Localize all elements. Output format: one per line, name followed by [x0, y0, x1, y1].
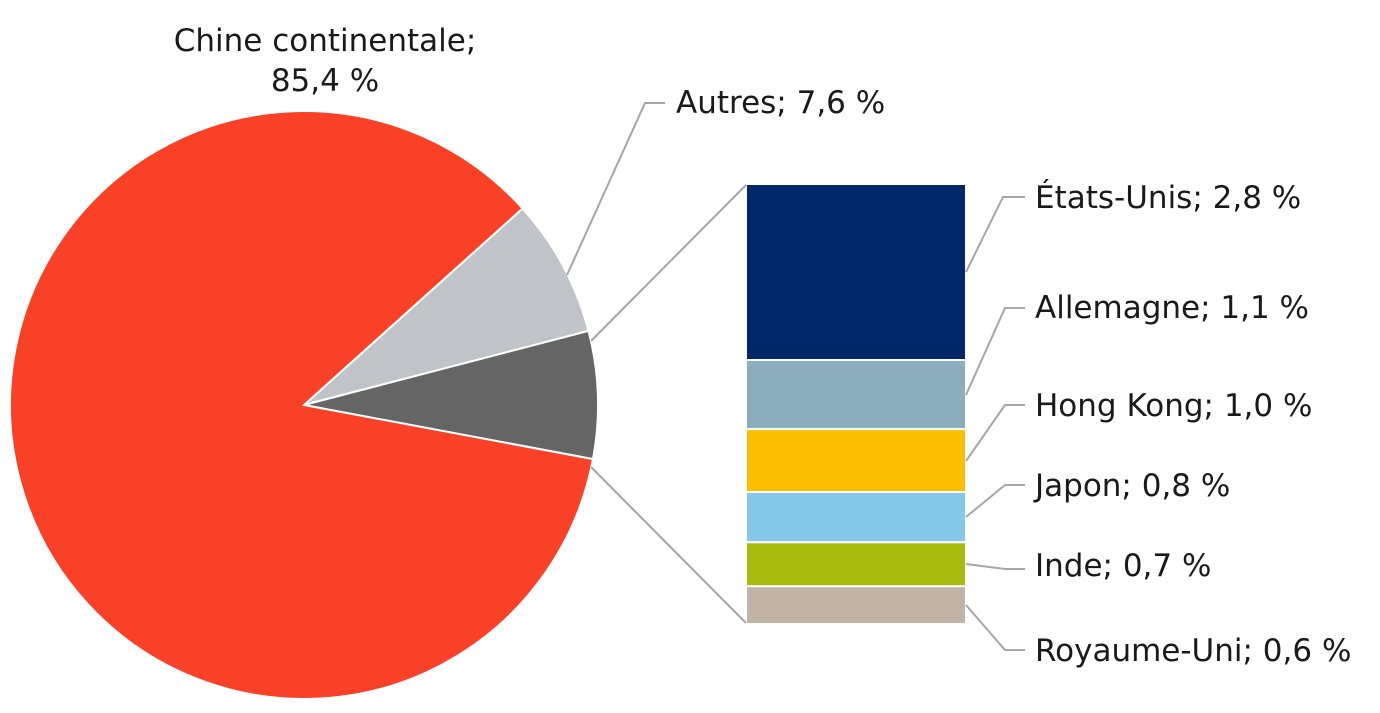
label-japon: Japon; 0,8 %: [1033, 468, 1230, 504]
bar-etats-unis: [745, 183, 967, 361]
leader-in: [965, 563, 1025, 570]
label-royaume-uni: Royaume-Uni; 0,6 %: [1035, 633, 1351, 669]
breakdown-bars: [745, 183, 967, 625]
leader-autres: [566, 102, 665, 276]
label-allemagne: Allemagne; 1,1 %: [1035, 290, 1309, 326]
bar-allemagne: [745, 359, 967, 431]
slice-chine-continentale: [9, 110, 595, 700]
label-chine-line1: Chine continentale;: [174, 23, 477, 59]
label-chine-line2: 85,4 %: [271, 63, 379, 99]
bar-inde: [745, 541, 967, 588]
bar-japon: [745, 491, 967, 544]
leader-hk: [965, 404, 1025, 462]
leader-us: [965, 196, 1025, 273]
leader-de: [965, 307, 1025, 396]
connector-line-bottom: [590, 466, 747, 624]
pie-slices: [9, 110, 599, 700]
leader-uk: [965, 604, 1025, 651]
connector-line-top: [590, 184, 747, 342]
label-inde: Inde; 0,7 %: [1035, 548, 1211, 584]
slice-autres-breakdown: [303, 329, 599, 461]
slice-autres: [303, 207, 590, 406]
label-etats-unis: États-Unis; 2,8 %: [1035, 180, 1301, 216]
label-hong-kong: Hong Kong; 1,0 %: [1035, 388, 1312, 424]
bar-hong-kong: [745, 428, 967, 493]
bar-royaume-uni: [745, 585, 967, 625]
leader-jp: [965, 484, 1025, 518]
label-autres: Autres; 7,6 %: [676, 85, 885, 121]
